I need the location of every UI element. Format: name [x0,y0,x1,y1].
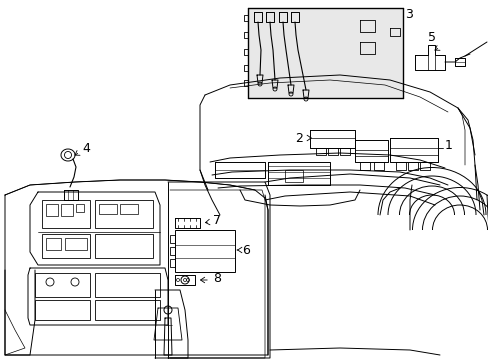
Bar [42,234,90,258]
Text: 5: 5 [427,31,435,44]
Text: 4: 4 [82,141,90,154]
Bar [46,238,61,250]
Text: 2: 2 [295,131,303,144]
Text: 3: 3 [404,8,412,21]
Bar [76,204,84,212]
Bar [65,238,87,250]
Bar [61,204,73,216]
Bar [95,273,160,297]
Bar [42,200,90,228]
Bar [35,300,90,320]
Bar [175,230,235,272]
Text: 7: 7 [213,213,221,226]
Bar [285,170,303,182]
Bar [247,8,402,98]
Bar [170,247,175,255]
Bar [120,204,138,214]
Bar [46,204,58,216]
Bar [170,259,175,267]
Bar [99,204,117,214]
Bar [95,300,160,320]
Bar [95,200,153,228]
Text: 1: 1 [444,139,452,152]
Bar [35,273,90,297]
Bar [170,235,175,243]
Text: 6: 6 [242,243,249,256]
Text: 8: 8 [213,271,221,284]
Bar [95,234,153,258]
